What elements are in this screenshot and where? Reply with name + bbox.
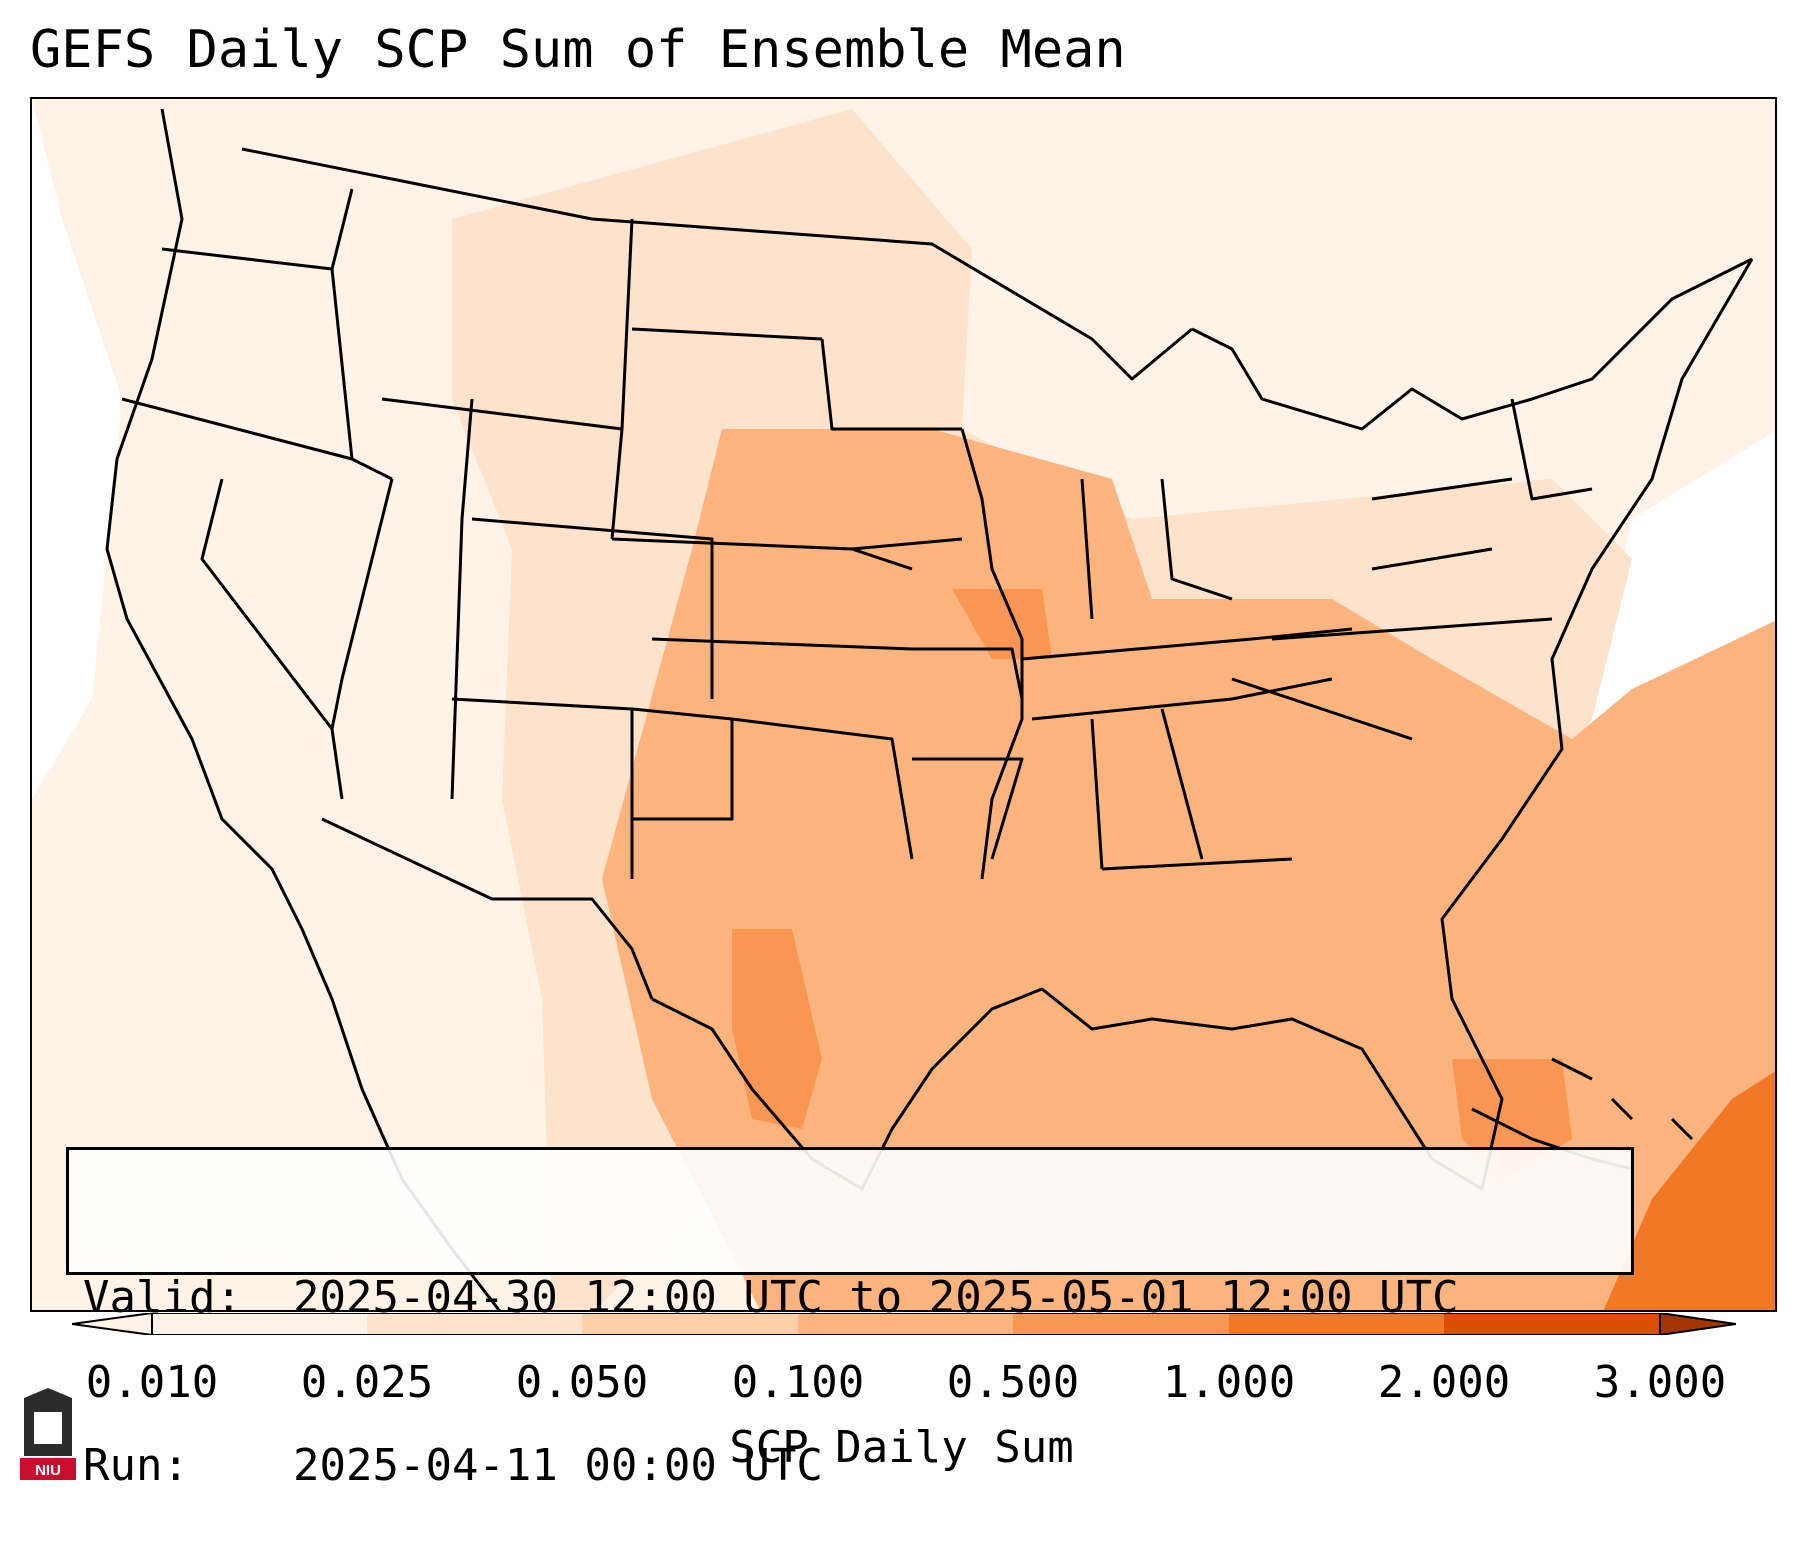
great-lakes-border (1191, 257, 1753, 431)
pa-ny-line (1371, 477, 1513, 501)
canada-border (241, 147, 1193, 381)
va-nc-line (1271, 617, 1553, 641)
wy-co-line (471, 517, 714, 699)
colorbar-tick-label: 0.010 (85, 1357, 219, 1408)
il-in-line (1080, 478, 1094, 620)
niu-logo: NIU (20, 1388, 76, 1480)
mt-wy-line (381, 397, 623, 431)
mississippi-river (960, 428, 1024, 880)
ga-fl-line (1101, 857, 1293, 871)
pa-south-line (1371, 547, 1493, 571)
colorbar (72, 1313, 1736, 1335)
ky-tn-line (1021, 627, 1353, 661)
scp-map (32, 99, 1775, 1310)
ut-line (450, 398, 474, 800)
colorbar-tick-label: 0.050 (515, 1357, 649, 1408)
run-label: Run: (83, 1440, 189, 1491)
nevada-east (330, 478, 394, 730)
oh-line (1160, 478, 1233, 601)
al-ga-line (1160, 708, 1204, 860)
carolinas-line (1231, 677, 1413, 741)
idaho-west (330, 188, 354, 460)
tn-south-line (1031, 677, 1333, 721)
ar-la-line (912, 757, 1024, 860)
colorbar-tick-label: 0.100 (731, 1357, 865, 1408)
colorbar-segment-6 (1229, 1313, 1444, 1335)
bahamas-outline (1551, 1057, 1694, 1141)
mexico-border (321, 817, 654, 1000)
colorbar-tick-label: 2.000 (1377, 1357, 1511, 1408)
map-panel (30, 97, 1777, 1312)
colorbar-segment-7 (1444, 1313, 1660, 1335)
colorbar-low-extend (72, 1313, 153, 1335)
colorbar-segment-3 (582, 1313, 798, 1335)
new-england-line (1510, 398, 1593, 501)
colorbar-outline (151, 1313, 1661, 1335)
mo-ar-line (912, 647, 1024, 700)
colorbar-tick-label: 3.000 (1593, 1357, 1727, 1408)
nd-sd-line (631, 327, 823, 341)
colorbar-high-extend (1659, 1313, 1736, 1335)
nm-tx-line (631, 707, 734, 821)
colorbar-tick-label: 1.000 (1162, 1357, 1296, 1408)
logo-window (34, 1412, 62, 1444)
cal-nv-line (200, 478, 344, 800)
logo-roof (24, 1388, 72, 1398)
logo-banner (20, 1458, 76, 1480)
scp-region-dark-orange-texas (732, 929, 822, 1129)
valid-time-box: Valid: 2025-04-30 12:00 UTC to 2025-05-0… (66, 1147, 1634, 1491)
mn-ia-line (820, 338, 962, 431)
colorbar-title: SCP Daily Sum (729, 1422, 1074, 1473)
colorbar-segment-5 (1013, 1313, 1229, 1335)
logo-text: NIU (35, 1462, 61, 1479)
ms-al-line (1090, 718, 1104, 870)
colorbar-segment-2 (367, 1313, 582, 1335)
dakotas-west (610, 218, 634, 540)
colorbar-segment-1 (152, 1313, 367, 1335)
ia-mo-line (851, 537, 963, 551)
ks-ok-line (651, 637, 913, 651)
ok-tx-line (731, 717, 914, 860)
scp-region-dark-orange-missouri (952, 589, 1052, 659)
colorbar-tick-label: 0.025 (300, 1357, 434, 1408)
wa-or-line (161, 247, 333, 271)
colorbar-segment-4 (798, 1313, 1013, 1335)
scp-region-dark-orange-east (1603, 1071, 1775, 1310)
colorbar-tick-label: 0.500 (946, 1357, 1080, 1408)
page-title: GEFS Daily SCP Sum of Ensemble Mean (30, 20, 1126, 80)
run-value: 2025-04-11 00:00 UTC (293, 1440, 823, 1491)
